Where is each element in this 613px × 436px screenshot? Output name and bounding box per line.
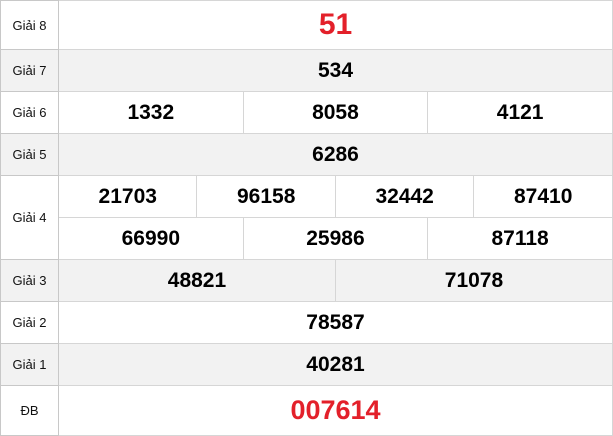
prize-row-7: Giải 7 534 [0,49,613,92]
prize-number: 21703 [57,175,198,218]
prize-number: 48821 [58,259,336,302]
prize-number: 534 [58,49,613,92]
prize-number: 8058 [242,91,429,134]
prize-label: ĐB [0,385,59,436]
prize-number: 87410 [473,175,613,218]
prize-label: Giải 2 [0,301,59,344]
prize-row-8: Giải 8 51 [0,0,613,50]
prize-number: 25986 [242,217,429,260]
prize-number: 87118 [427,217,613,260]
special-prize-number: 007614 [58,385,613,436]
prize-number: 51 [58,0,613,50]
prize-row-4b: 66990 25986 87118 [1,217,613,260]
prize-number: 32442 [334,175,475,218]
prize-row-4: Giải 4 21703 96158 32442 87410 [0,175,613,260]
prize-number: 4121 [427,91,613,134]
prize-number: 71078 [334,259,613,302]
prize-label: Giải 6 [0,91,59,134]
prize-label: Giải 5 [0,133,59,176]
prize-label: Giải 7 [0,49,59,92]
prize-label: Giải 3 [0,259,59,302]
prize-row-2: Giải 2 78587 [0,301,613,344]
prize-row-1: Giải 1 40281 [0,343,613,386]
prize-label: Giải 1 [0,343,59,386]
prize-number: 78587 [58,301,613,344]
prize-label: Giải 8 [0,0,59,50]
prize-number: 96158 [196,175,336,218]
prize-row-5: Giải 5 6286 [0,133,613,176]
prize-number: 6286 [58,133,613,176]
prize-row-6: Giải 6 1332 8058 4121 [0,91,613,134]
prize-row-special: ĐB 007614 [0,385,613,436]
prize-number: 1332 [58,91,244,134]
prize-number: 40281 [58,343,613,386]
prize-label: Giải 4 [0,175,59,260]
prize-row-3: Giải 3 48821 71078 [0,259,613,302]
prize-number: 66990 [58,217,244,260]
